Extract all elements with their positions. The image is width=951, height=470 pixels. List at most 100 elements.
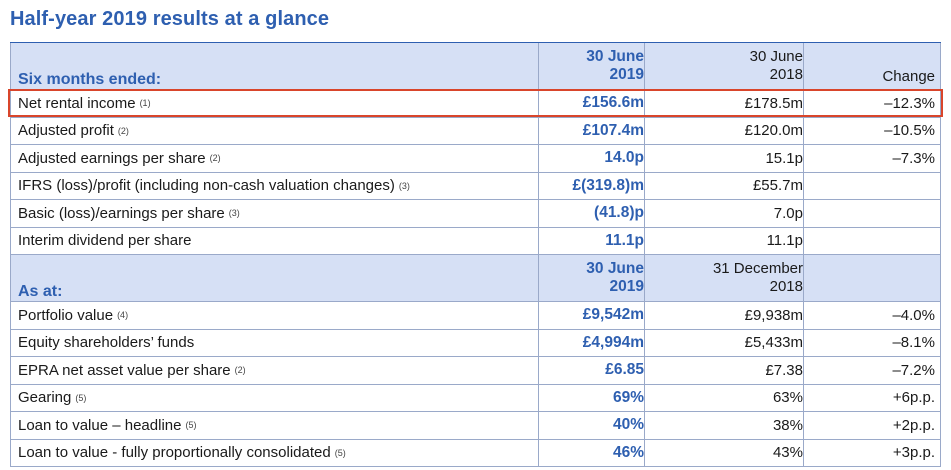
current-value: (41.8)p [594,204,644,222]
row-label-text: Gearing [18,389,72,407]
row-label-text: Adjusted profit [18,122,114,140]
row-label-text: EPRA net asset value per share [18,361,231,379]
column-divider [538,145,539,172]
column-divider [538,200,539,227]
row-label-text: Interim dividend per share [18,232,192,250]
column-divider [538,329,539,356]
row-label: Adjusted profit (2) [18,118,538,145]
column-divider [803,357,804,384]
change-value: +2p.p. [892,416,935,434]
row-label-text: IFRS (loss)/profit (including non-cash v… [18,177,395,195]
previous-period-header-line: 31 December [712,260,803,277]
table-row: Adjusted profit (2) £107.4m £120.0m –10.5% [10,117,941,145]
table-row: Gearing (5) 69% 63% +6p.p. [10,384,941,412]
column-divider [803,200,804,227]
current-value: £9,542m [582,306,644,324]
current-value: £156.6m [582,94,644,112]
table-row: IFRS (loss)/profit (including non-cash v… [10,172,941,200]
column-divider [803,90,804,117]
footnote-text [10,462,941,470]
column-divider [644,302,645,329]
column-divider [803,172,804,199]
page-title: Half-year 2019 results at a glance [10,8,330,30]
row-label: Interim dividend per share [18,228,538,255]
previous-value: £55.7m [752,177,803,195]
previous-value: 43% [772,444,803,462]
previous-value: £120.0m [744,122,803,140]
change-value [803,228,935,255]
previous-value: £7.38 [765,361,803,379]
row-footnote-ref: (1) [139,98,151,109]
column-divider [538,384,539,411]
row-footnote-ref: (4) [117,310,129,321]
current-value: 11.1p [605,231,644,249]
row-footnote-ref: (5) [334,447,346,458]
row-footnote-ref: (3) [398,180,410,191]
column-divider [644,384,645,411]
column-divider [803,384,804,411]
column-divider [803,302,804,329]
previous-period-header-line: 2018 [769,66,803,83]
change-value: +3p.p. [892,444,935,462]
current-value: £(319.8)m [572,176,644,194]
previous-period-header: 31 December 2018 [644,255,803,301]
change-value: –7.3% [892,149,935,167]
row-footnote-ref: (2) [234,365,246,376]
column-divider [538,255,539,301]
column-divider [538,227,539,254]
results-table: Six months ended: 30 June 2019 30 June 2018 C… [10,43,941,467]
current-value: 14.0p [604,149,644,167]
title-divider [10,42,941,43]
current-period-header-line: 30 June [586,48,644,65]
row-label-text: Net rental income [18,94,136,112]
table-row: Net rental income (1) £156.6m £178.5m –12.3% [10,90,941,118]
current-value: £4,994m [582,333,644,351]
column-divider [644,90,645,117]
column-divider [644,412,645,439]
row-label: Loan to value – headline (5) [18,412,538,439]
previous-period-header-line: 30 June [749,48,803,65]
row-label-text: Loan to value - fully proportionally con… [18,444,331,462]
previous-value: 63% [772,389,803,407]
change-value: –10.5% [884,122,935,140]
current-value: 46% [612,443,644,461]
column-divider [538,43,539,89]
section1-header-row: Six months ended: 30 June 2019 30 June 2018 C… [10,43,941,90]
column-divider [644,172,645,199]
column-divider [644,329,645,356]
current-period-header-line: 2019 [609,278,644,295]
column-divider [803,439,804,466]
row-footnote-ref: (5) [185,420,197,431]
previous-period-header: 30 June 2018 [644,43,803,89]
current-value: £6.85 [605,361,644,379]
row-footnote-ref: (5) [75,392,87,403]
row-label: Adjusted earnings per share (2) [18,145,538,172]
column-divider [803,329,804,356]
previous-value: 38% [772,416,803,434]
section-label: As at: [18,283,63,300]
row-label: Equity shareholders’ funds [18,330,538,357]
column-divider [644,439,645,466]
change-value: –7.2% [892,361,935,379]
row-footnote-ref: (2) [209,153,221,164]
column-divider [644,255,645,301]
table-row: Portfolio value (4) £9,542m £9,938m –4.0% [10,302,941,330]
column-divider [644,227,645,254]
table-row: Adjusted earnings per share (2) 14.0p 15.1p… [10,145,941,173]
column-divider [803,43,804,89]
current-period-header-line: 2019 [609,66,644,83]
previous-value: £9,938m [744,306,803,324]
previous-value: £5,433m [744,334,803,352]
column-divider [803,255,804,301]
table-row: Loan to value – headline (5) 40% 38% +2p.p. [10,412,941,440]
table-left-border [10,43,11,467]
column-divider [538,439,539,466]
table-right-border [940,43,941,467]
change-value [803,173,935,200]
column-divider [803,412,804,439]
row-label: EPRA net asset value per share (2) [18,357,538,384]
previous-value: £178.5m [744,94,803,112]
row-label-text: Portfolio value [18,306,114,324]
previous-value: 15.1p [765,149,803,167]
row-label-text: Equity shareholders’ funds [18,334,195,352]
